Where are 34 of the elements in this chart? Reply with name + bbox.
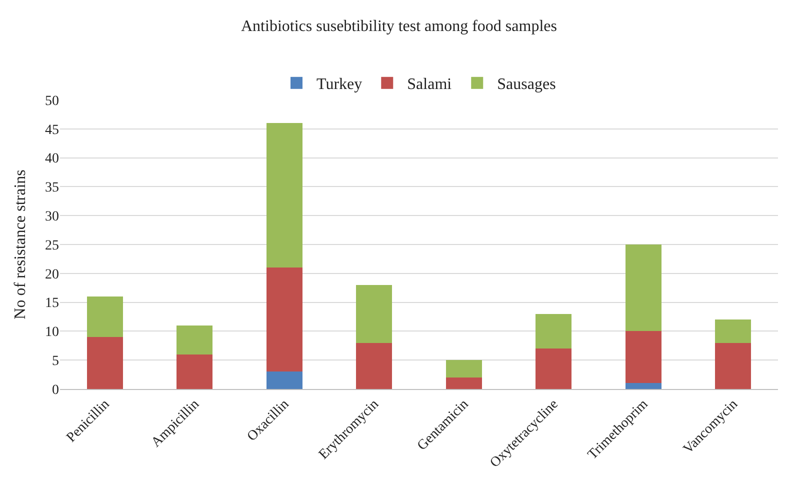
bar — [536, 314, 572, 349]
y-tick-label: 40 — [45, 152, 59, 167]
y-tick-label: 25 — [45, 238, 59, 254]
y-tick-label: 50 — [45, 94, 59, 109]
y-tick-label: 30 — [45, 210, 59, 224]
y-tick-label: 5 — [52, 354, 59, 369]
y-axis-title: No of resistance strains — [12, 170, 29, 320]
bar — [176, 354, 213, 389]
y-tick-label: 35 — [45, 180, 59, 196]
bar — [356, 284, 392, 343]
bar — [446, 377, 482, 389]
legend-label: Sausages — [497, 76, 556, 94]
bar — [625, 383, 662, 389]
bar — [536, 348, 572, 389]
y-tick-label: 0 — [52, 382, 59, 398]
bar — [625, 331, 662, 384]
y-tick-label: 20 — [45, 267, 59, 282]
bar — [715, 342, 752, 389]
bar — [266, 123, 302, 268]
bar — [86, 336, 123, 389]
bar — [625, 244, 662, 332]
bar — [356, 342, 392, 389]
bar — [446, 360, 482, 378]
bar — [266, 268, 302, 372]
bar — [715, 320, 752, 343]
y-tick-label: 10 — [45, 325, 59, 340]
bar — [86, 296, 123, 337]
legend-label: Turkey — [316, 76, 362, 94]
bar — [176, 325, 213, 354]
chart-title: Antibiotics susebtibility test among food samples — [241, 18, 557, 35]
bar — [266, 372, 302, 389]
y-tick-label: 45 — [45, 122, 59, 138]
y-tick-label: 15 — [45, 296, 59, 312]
legend-label: Salami — [407, 76, 452, 94]
